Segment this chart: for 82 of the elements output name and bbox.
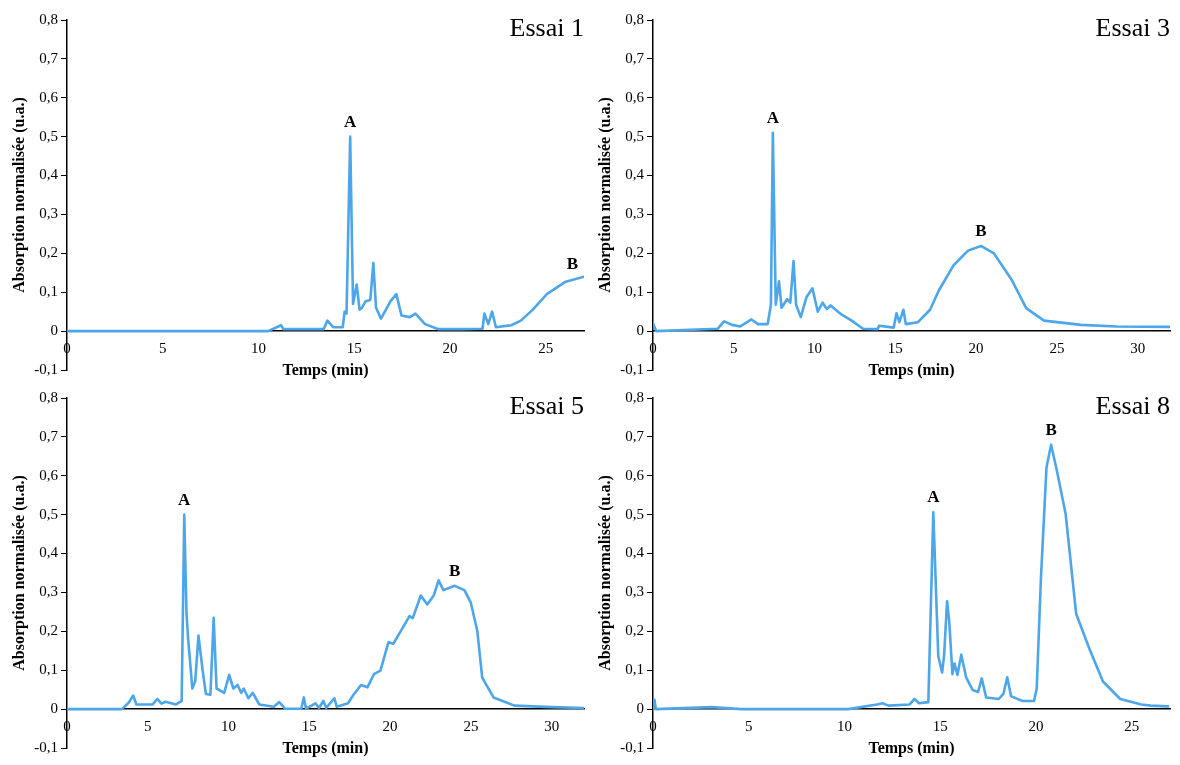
x-tick-label: 5: [143, 718, 152, 735]
y-tick-label: 0,8: [39, 388, 58, 405]
y-tick-label: 0,4: [39, 166, 59, 183]
y-tick-label: 0,1: [625, 661, 644, 678]
x-tick-label: 10: [250, 340, 266, 357]
chart-title: Essai 1: [509, 12, 584, 42]
chart-title: Essai 3: [1095, 12, 1170, 42]
y-tick-label: 0,3: [625, 205, 644, 222]
x-tick-label: 15: [301, 718, 317, 735]
annotation: A: [927, 487, 941, 507]
y-tick-label: 0,4: [625, 544, 645, 561]
y-tick-label: 0,6: [625, 466, 645, 483]
x-tick-label: 25: [538, 340, 554, 357]
x-tick-label: 15: [932, 718, 948, 735]
y-axis-title: Absorption normalisée (u.a.): [595, 97, 614, 293]
y-tick-label: 0,6: [39, 466, 59, 483]
annotation: A: [178, 489, 192, 509]
x-tick-label: 5: [729, 340, 738, 357]
x-axis-title: Temps (min): [868, 360, 955, 379]
chart-title: Essai 5: [509, 390, 584, 420]
x-tick-label: 20: [1028, 718, 1044, 735]
y-axis-title: Absorption normalisée (u.a.): [595, 475, 614, 671]
y-tick-label: -0,1: [34, 738, 58, 755]
x-tick-label: 20: [382, 718, 398, 735]
x-tick-label: 30: [544, 718, 560, 735]
x-tick-label: 10: [807, 340, 823, 357]
y-tick-label: 0,7: [625, 49, 645, 66]
annotation: B: [566, 253, 579, 273]
y-tick-label: 0,7: [39, 49, 59, 66]
x-tick-label: 10: [836, 718, 852, 735]
x-tick-label: 20: [968, 340, 984, 357]
x-tick-label: 25: [463, 718, 479, 735]
y-tick-label: 0,7: [39, 427, 59, 444]
x-tick-label: 10: [221, 718, 237, 735]
y-tick-label: -0,1: [34, 360, 58, 377]
annotation: A: [766, 107, 780, 127]
y-tick-label: 0,7: [625, 427, 645, 444]
x-axis-title: Temps (min): [282, 360, 369, 379]
y-tick-label: 0,2: [625, 622, 644, 639]
y-tick-label: 0,3: [39, 205, 58, 222]
y-tick-label: -0,1: [620, 360, 644, 377]
x-tick-label: 20: [442, 340, 458, 357]
y-tick-label: 0,1: [39, 283, 58, 300]
y-tick-label: 0,2: [39, 244, 58, 261]
x-tick-label: 25: [1124, 718, 1140, 735]
y-tick-label: 0,5: [39, 127, 58, 144]
y-tick-label: 0,4: [625, 166, 645, 183]
y-tick-label: 0,2: [625, 244, 644, 261]
x-axis-title: Temps (min): [868, 738, 955, 757]
y-tick-label: 0: [636, 322, 644, 339]
y-tick-label: 0,5: [625, 505, 644, 522]
annotation: B: [975, 220, 987, 240]
y-tick-label: 0,8: [39, 10, 58, 27]
x-tick-label: 5: [744, 718, 753, 735]
y-tick-label: -0,1: [620, 738, 644, 755]
x-tick-label: 25: [1049, 340, 1065, 357]
y-axis-title: Absorption normalisée (u.a.): [9, 475, 28, 671]
y-tick-label: 0,5: [625, 127, 644, 144]
y-tick-label: 0,3: [625, 583, 644, 600]
x-tick-label: 5: [158, 340, 167, 357]
y-tick-label: 0: [50, 322, 58, 339]
annotation: B: [449, 560, 461, 580]
y-tick-label: 0,8: [625, 10, 644, 27]
x-tick-label: 15: [346, 340, 362, 357]
y-tick-label: 0,4: [39, 544, 59, 561]
y-tick-label: 0,3: [39, 583, 58, 600]
y-tick-label: 0,5: [39, 505, 58, 522]
x-tick-label: 30: [1130, 340, 1146, 357]
y-tick-label: 0,1: [625, 283, 644, 300]
y-tick-label: 0,6: [39, 88, 59, 105]
y-tick-label: 0: [636, 700, 644, 717]
chart-title: Essai 8: [1095, 390, 1170, 420]
y-tick-label: 0: [50, 700, 58, 717]
annotation: B: [1045, 419, 1057, 439]
annotation: A: [344, 111, 358, 131]
y-tick-label: 0,2: [39, 622, 58, 639]
y-axis-title: Absorption normalisée (u.a.): [9, 97, 28, 293]
x-axis-title: Temps (min): [282, 738, 369, 757]
y-tick-label: 0,1: [39, 661, 58, 678]
y-tick-label: 0,6: [625, 88, 645, 105]
x-tick-label: 15: [887, 340, 903, 357]
y-tick-label: 0,8: [625, 388, 644, 405]
